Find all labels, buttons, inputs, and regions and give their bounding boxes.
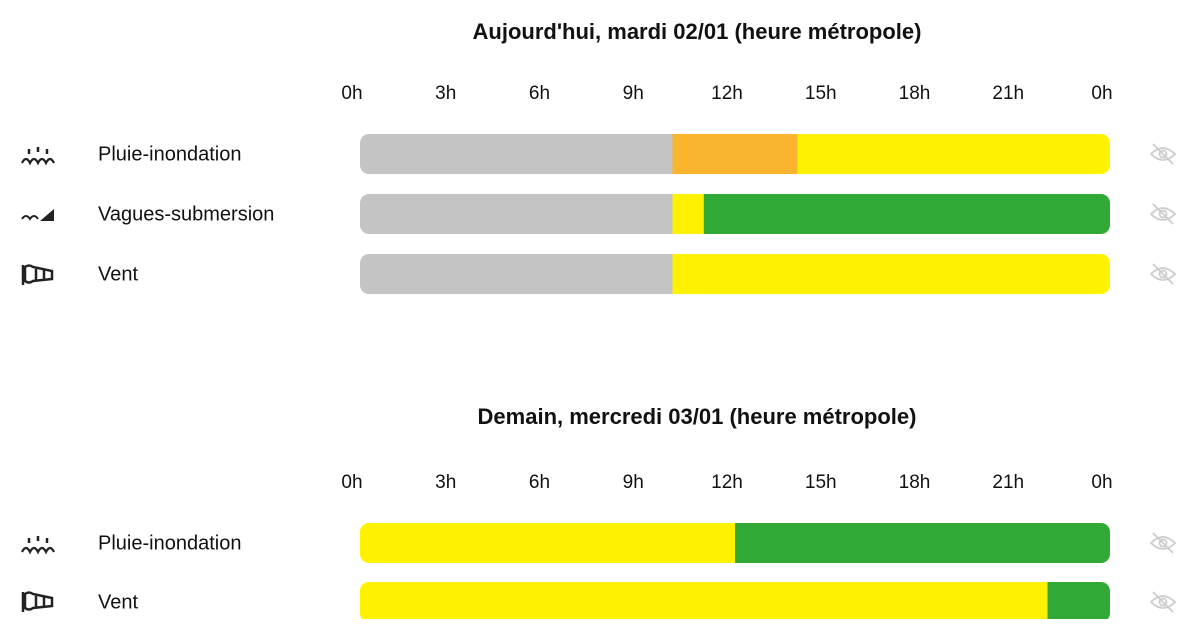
timeline-bar (360, 582, 1110, 622)
level-segment (360, 254, 673, 294)
hour-label: 6h (529, 472, 550, 493)
rain-icon (20, 534, 56, 554)
hide-toggle[interactable] (1150, 532, 1176, 554)
rain-icon (20, 145, 56, 165)
hazard-label: Pluie-inondation (98, 143, 241, 165)
hide-toggle[interactable] (1150, 263, 1176, 285)
hour-label: 21h (992, 83, 1024, 104)
hour-label: 9h (623, 83, 644, 104)
level-segment (672, 254, 1110, 294)
level-segment (360, 134, 673, 174)
hour-label: 18h (899, 472, 931, 493)
hour-label: 15h (805, 472, 837, 493)
hour-label: 0h (341, 83, 362, 104)
hazard-label: Vent (98, 263, 138, 285)
hour-label: 12h (711, 472, 743, 493)
hour-label: 15h (805, 83, 837, 104)
level-segment (672, 194, 704, 234)
day-title: Demain, mercredi 03/01 (heure métropole) (478, 404, 917, 429)
timeline-bar (360, 523, 1110, 563)
wave-icon (21, 208, 55, 222)
level-segment (360, 523, 735, 563)
day-title: Aujourd'hui, mardi 02/01 (heure métropol… (473, 19, 922, 44)
hour-label: 21h (992, 472, 1024, 493)
hour-label: 0h (1091, 83, 1112, 104)
hide-toggle[interactable] (1150, 591, 1176, 613)
hide-toggle[interactable] (1150, 143, 1176, 165)
hour-label: 0h (341, 472, 362, 493)
timeline-bar (360, 194, 1110, 234)
hide-toggle[interactable] (1150, 203, 1176, 225)
level-segment (735, 523, 1110, 563)
level-segment (672, 134, 798, 174)
hour-label: 3h (435, 83, 456, 104)
level-segment (360, 194, 673, 234)
hazard-label: Pluie-inondation (98, 532, 241, 554)
hour-label: 3h (435, 472, 456, 493)
hour-label: 6h (529, 83, 550, 104)
hour-label: 18h (899, 83, 931, 104)
wind-icon (21, 590, 54, 614)
wind-icon (21, 263, 54, 287)
level-segment (703, 194, 1110, 234)
hour-label: 0h (1091, 472, 1112, 493)
hazard-label: Vagues-submersion (98, 203, 274, 225)
hazard-label: Vent (98, 591, 138, 613)
level-segment (797, 134, 1110, 174)
level-segment (1047, 582, 1110, 622)
timeline-bar (360, 254, 1110, 294)
hour-label: 12h (711, 83, 743, 104)
timeline-bar (360, 134, 1110, 174)
level-segment (360, 582, 1048, 622)
hour-label: 9h (623, 472, 644, 493)
